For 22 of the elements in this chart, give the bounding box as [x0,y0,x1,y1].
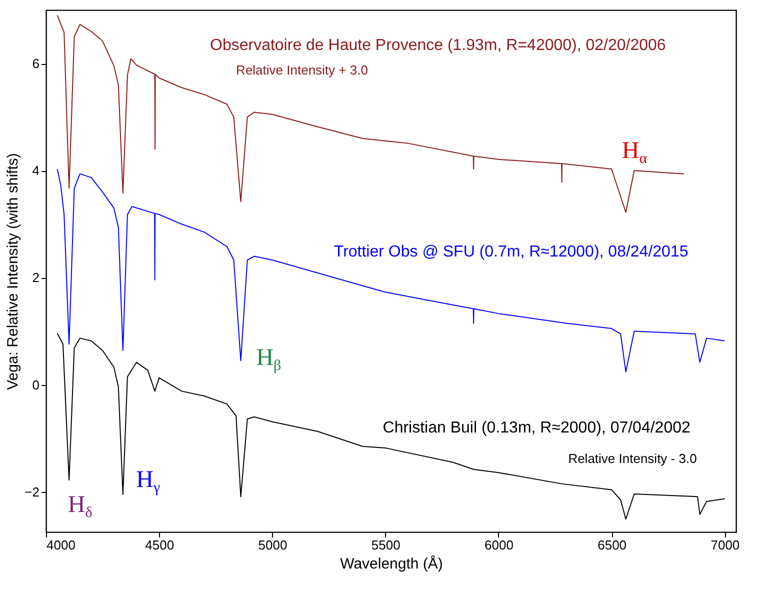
x-tick-label: 5500 [371,538,400,552]
y-tick-label: 6 [32,56,40,72]
y-tick-label: 4 [32,163,40,178]
x-tick-label: 6000 [484,538,514,552]
series-label: Trottier Obs @ SFU (0.7m, R≈12000), 08/24/2015 [334,244,688,261]
line-series [56,332,726,520]
line-series [56,14,684,213]
x-tick-label: 5000 [258,538,288,552]
line-series [56,168,726,372]
series-label: Christian Buil (0.13m, R≈2000), 07/04/2002 [382,420,690,437]
annotation: Relative Intensity + 3.0 [236,62,368,78]
text: Observatoire de Haute Provence (1.93m, R=42000), 02/20/2006 [210,36,666,54]
y-axis-title: Vega: Relative Intensity (with shifts) [4,153,22,390]
x-tick-label: 6500 [598,538,627,552]
y-tick-label: 0 [32,377,40,392]
y-tick-label: 2 [32,270,40,286]
x-tick-label: 4500 [145,538,174,552]
x-tick-label: 7000 [710,538,740,552]
annotation: Relative Intensity - 3.0 [568,450,697,466]
x-axis-title: Wavelength (Å) [340,554,443,572]
y-tick-label: −2 [24,484,40,500]
x-tick-label: 4000 [46,538,76,552]
